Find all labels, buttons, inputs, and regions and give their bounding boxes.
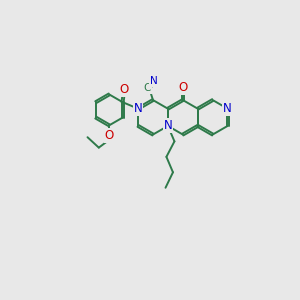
Text: N: N [164,119,172,132]
Text: C: C [144,83,151,93]
Text: N: N [134,102,142,115]
Text: N: N [150,76,158,86]
Text: O: O [119,83,129,96]
Text: O: O [178,81,188,94]
Text: O: O [105,129,114,142]
Text: N: N [223,102,232,115]
